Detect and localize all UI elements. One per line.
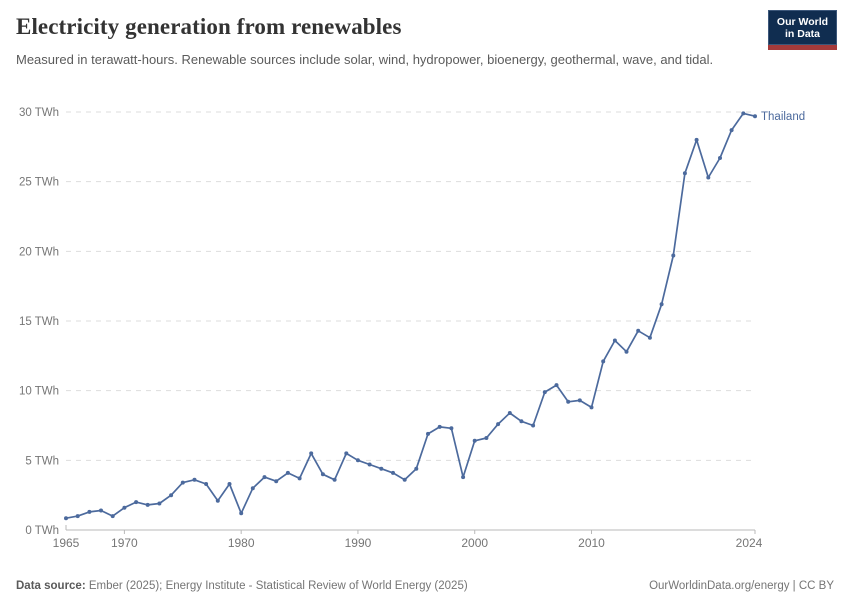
data-point bbox=[414, 466, 419, 471]
data-point bbox=[729, 128, 734, 133]
data-point bbox=[484, 436, 489, 440]
data-point bbox=[274, 479, 279, 484]
data-point bbox=[531, 423, 536, 428]
data-point bbox=[285, 470, 290, 475]
data-point bbox=[215, 498, 220, 503]
data-point bbox=[659, 302, 664, 307]
data-source-text: Ember (2025); Energy Institute - Statist… bbox=[85, 580, 468, 592]
data-source-note: Data source: Ember (2025); Energy Instit… bbox=[16, 580, 468, 592]
data-point bbox=[577, 398, 582, 403]
owid-link[interactable]: OurWorldinData.org/energy | CC BY bbox=[649, 580, 834, 592]
data-point bbox=[239, 511, 244, 516]
data-point bbox=[694, 137, 699, 142]
x-axis-label: 2000 bbox=[461, 536, 488, 550]
data-point bbox=[87, 509, 92, 514]
data-point bbox=[332, 477, 337, 482]
x-axis-label: 2010 bbox=[578, 536, 605, 550]
x-axis-label: 1980 bbox=[228, 536, 255, 550]
data-point bbox=[157, 501, 162, 506]
y-axis-label: 0 TWh bbox=[25, 525, 59, 537]
data-point bbox=[262, 475, 267, 480]
data-point bbox=[379, 466, 384, 471]
data-point bbox=[437, 424, 442, 429]
y-axis-label: 25 TWh bbox=[19, 177, 59, 189]
data-point bbox=[706, 175, 711, 180]
data-point bbox=[519, 419, 524, 424]
owid-logo-stripe bbox=[768, 45, 837, 50]
data-point bbox=[496, 422, 501, 427]
data-point bbox=[741, 111, 746, 116]
data-point bbox=[75, 514, 80, 519]
data-point bbox=[145, 502, 150, 507]
x-axis-label: 2024 bbox=[736, 536, 763, 550]
data-point bbox=[753, 114, 757, 119]
data-point bbox=[426, 431, 430, 436]
owid-logo[interactable]: Our World in Data bbox=[768, 10, 837, 50]
data-point bbox=[566, 399, 571, 404]
data-point bbox=[64, 516, 68, 521]
data-point bbox=[180, 480, 185, 485]
y-axis-label: 15 TWh bbox=[19, 316, 59, 328]
y-axis-label: 10 TWh bbox=[19, 386, 59, 398]
data-point bbox=[461, 475, 466, 480]
y-axis-label: 20 TWh bbox=[19, 246, 59, 258]
data-point bbox=[682, 171, 687, 176]
x-axis-label: 1990 bbox=[345, 536, 372, 550]
data-point bbox=[204, 482, 209, 486]
data-point bbox=[344, 451, 349, 456]
data-point bbox=[601, 359, 606, 364]
data-point bbox=[507, 411, 512, 415]
chart-title: Electricity generation from renewables bbox=[16, 14, 402, 39]
data-point bbox=[472, 438, 477, 443]
data-point bbox=[554, 383, 559, 388]
data-point bbox=[647, 335, 652, 340]
data-point bbox=[671, 253, 676, 258]
data-point bbox=[320, 472, 325, 477]
chart-footer: Data source: Ember (2025); Energy Instit… bbox=[0, 580, 850, 592]
data-point bbox=[122, 505, 127, 510]
data-point bbox=[99, 508, 103, 513]
data-point bbox=[169, 493, 174, 498]
data-point bbox=[391, 470, 395, 475]
data-point bbox=[367, 462, 372, 467]
series-line-thailand bbox=[65, 112, 756, 520]
owid-logo-line1: Our World bbox=[776, 15, 829, 28]
data-point bbox=[309, 451, 314, 456]
data-point bbox=[636, 328, 641, 333]
x-axis-label: 1970 bbox=[111, 536, 138, 550]
owid-logo-line2: in Data bbox=[784, 27, 820, 40]
data-point bbox=[192, 477, 197, 482]
y-axis-label: 5 TWh bbox=[25, 455, 59, 467]
data-point bbox=[612, 338, 617, 343]
data-source-label: Data source: bbox=[16, 580, 86, 592]
x-axis-label: 1965 bbox=[53, 536, 80, 550]
data-point bbox=[589, 405, 594, 410]
data-point bbox=[227, 482, 232, 486]
series-label-thailand[interactable]: Thailand bbox=[761, 111, 805, 123]
data-point bbox=[718, 156, 722, 160]
data-point bbox=[355, 458, 360, 463]
data-point bbox=[134, 500, 139, 505]
data-point bbox=[402, 477, 407, 482]
owid-logo-text: Our World in Data bbox=[768, 10, 837, 45]
data-point bbox=[449, 426, 454, 431]
y-axis-label: 30 TWh bbox=[19, 107, 59, 119]
data-point bbox=[110, 514, 115, 519]
data-point bbox=[297, 476, 302, 481]
chart-subtitle: Measured in terawatt-hours. Renewable so… bbox=[16, 52, 714, 67]
data-point bbox=[250, 486, 255, 491]
data-point bbox=[542, 390, 547, 395]
data-point bbox=[624, 349, 629, 354]
